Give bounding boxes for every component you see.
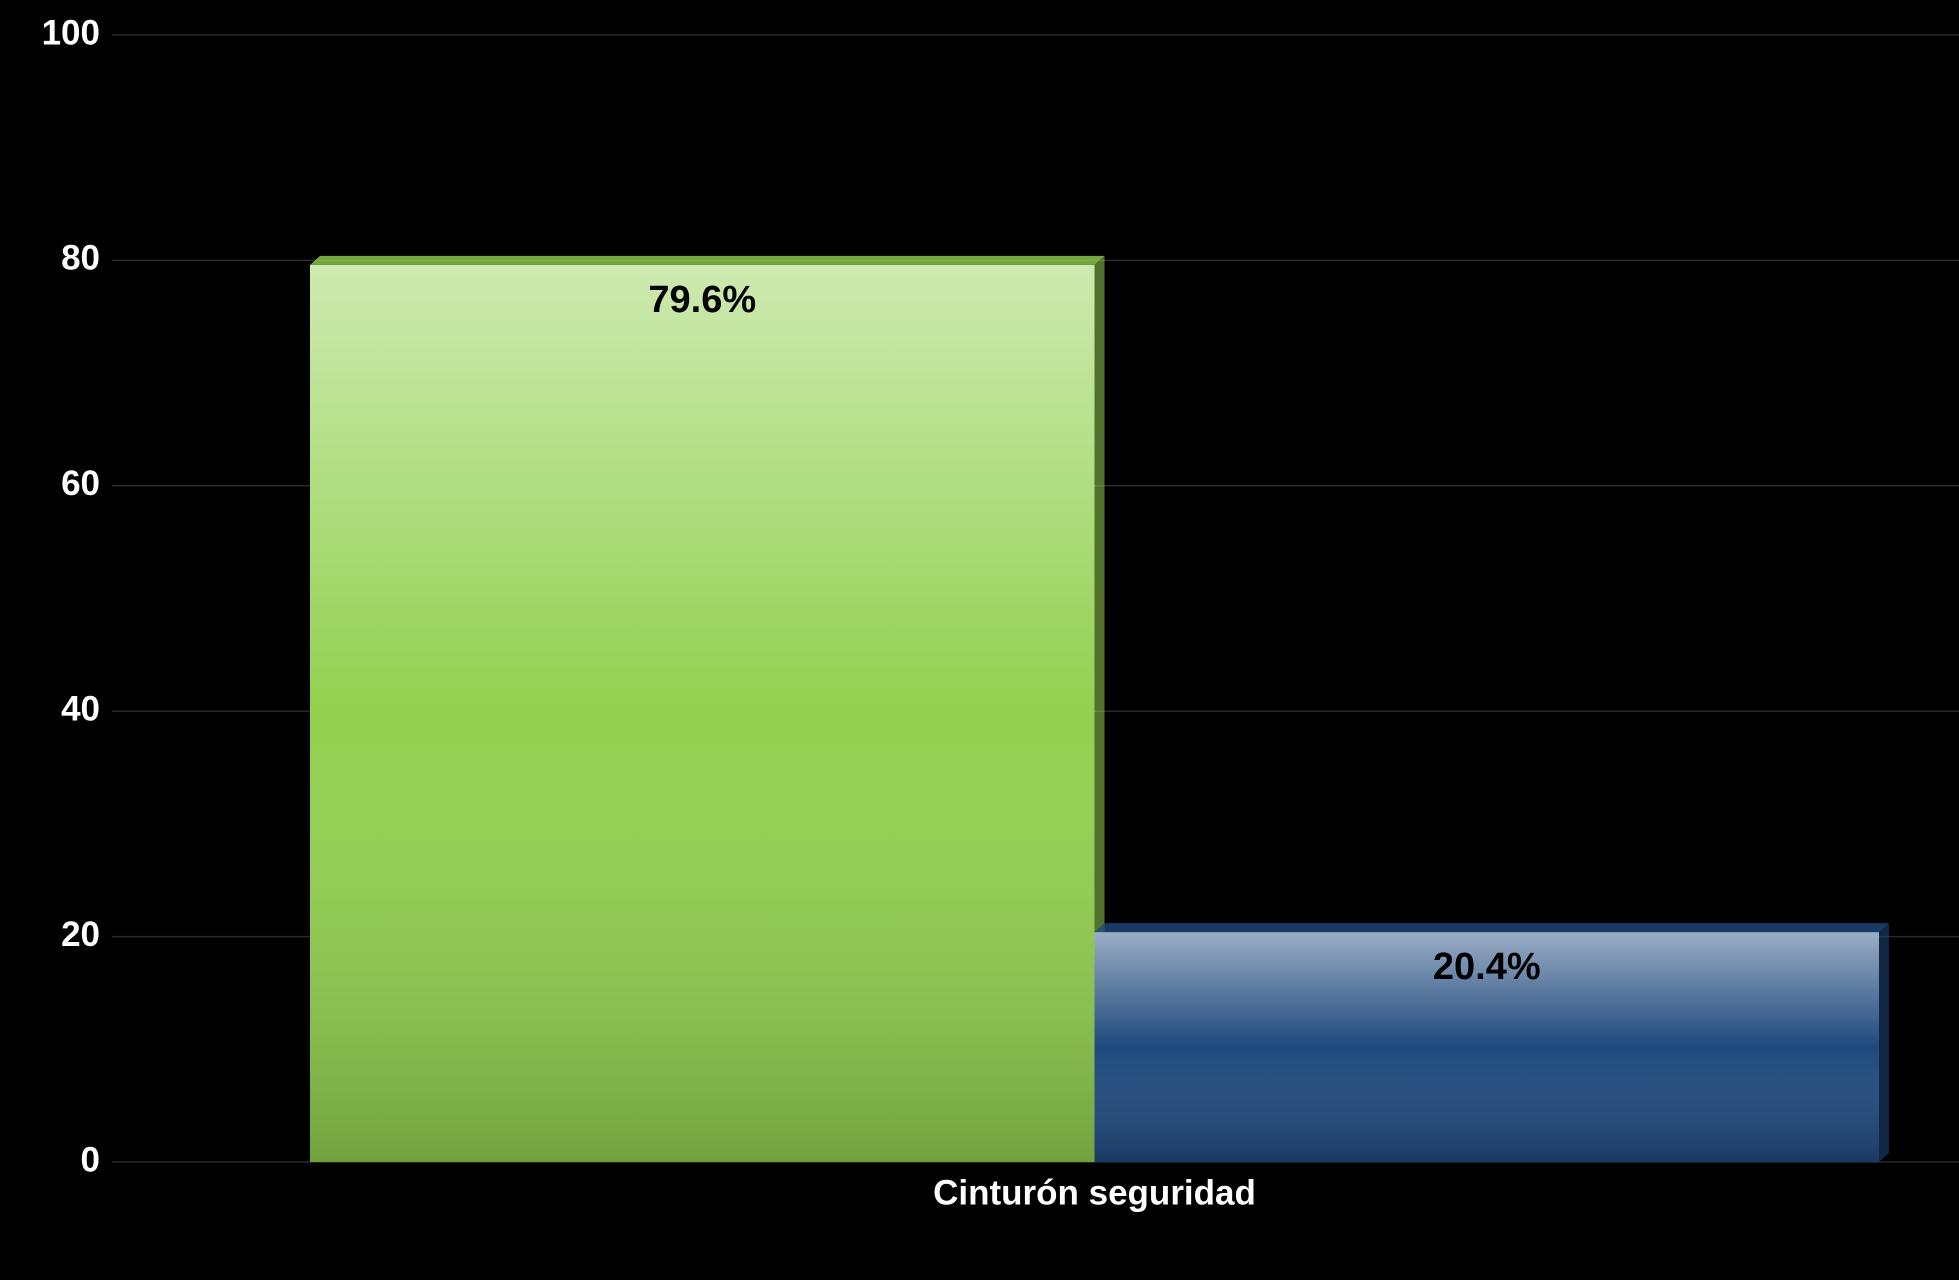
y-tick-label: 100: [42, 13, 100, 52]
y-tick-label: 80: [61, 239, 100, 278]
y-tick-label: 60: [61, 464, 100, 503]
bar-shading: [1094, 932, 1879, 1162]
bar-top: [310, 255, 1105, 265]
y-tick-label: 0: [81, 1140, 100, 1179]
value-label: 79.6%: [648, 279, 756, 321]
bar-side: [1879, 923, 1889, 1162]
y-tick-label: 40: [61, 689, 100, 728]
x-tick-label: Cinturón seguridad: [933, 1173, 1256, 1212]
y-tick-label: 20: [61, 915, 100, 954]
value-label: 20.4%: [1433, 946, 1541, 988]
bar-shading: [310, 264, 1095, 1163]
bar-top: [1094, 923, 1889, 933]
